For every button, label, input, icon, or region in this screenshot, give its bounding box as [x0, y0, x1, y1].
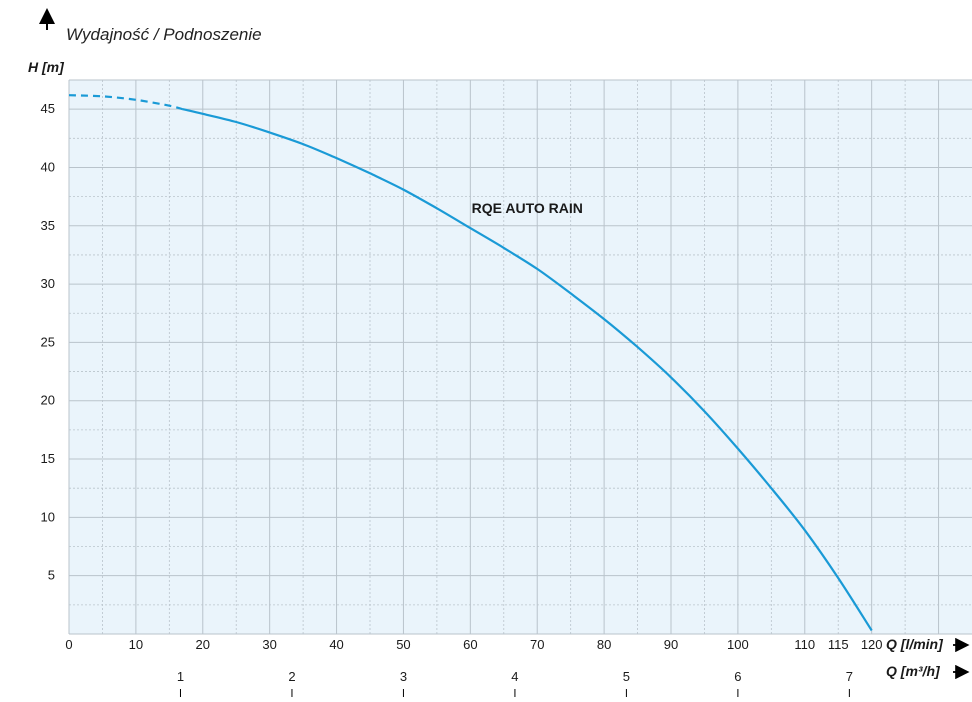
x-tick-label: 50 — [396, 637, 410, 652]
y-tick-label: 45 — [41, 101, 55, 116]
x-tick-label: 0 — [65, 637, 72, 652]
y-tick-label: 20 — [41, 393, 55, 408]
y-axis-label: H [m] — [28, 59, 65, 75]
plot-area — [69, 80, 972, 634]
series-label: RQE AUTO RAIN — [472, 200, 583, 216]
y-tick-label: 40 — [41, 159, 55, 174]
x-tick-label: 80 — [597, 637, 611, 652]
chart-title: Wydajność / Podnoszenie — [66, 25, 262, 44]
y-tick-label: 5 — [48, 568, 55, 583]
x-tick-label: 30 — [262, 637, 276, 652]
x-tick-label: 60 — [463, 637, 477, 652]
x-axis-ticks: 0 10 20 30 40 50 60 70 80 90 100 110 115 120 — [65, 637, 882, 652]
series-group: RQE AUTO RAIN — [68, 94, 873, 632]
y-tick-label: 10 — [41, 509, 55, 524]
secondary-x-tick-label: 2 — [288, 669, 295, 684]
secondary-x-axis-label: Q [m³/h] — [886, 663, 941, 679]
secondary-x-tick-label: 5 — [623, 669, 630, 684]
secondary-x-tick-label: 7 — [846, 669, 853, 684]
secondary-x-tick-label: 3 — [400, 669, 407, 684]
y-axis-ticks: 5 10 15 20 25 30 35 40 45 — [41, 101, 55, 583]
y-tick-label: 35 — [41, 218, 55, 233]
x-tick-label: 70 — [530, 637, 544, 652]
secondary-x-axis-ticks: 1 2 3 4 5 6 7 — [177, 669, 853, 697]
x-tick-label: 100 — [727, 637, 749, 652]
secondary-x-tick-label: 4 — [511, 669, 518, 684]
series-line — [182, 108, 873, 632]
x-tick-label: 115 — [828, 637, 849, 652]
x-tick-label: 20 — [196, 637, 210, 652]
y-tick-label: 25 — [41, 334, 55, 349]
y-tick-label: 15 — [41, 451, 55, 466]
major-grid — [68, 79, 972, 635]
y-tick-label: 30 — [41, 276, 55, 291]
x-axis-label: Q [l/min] — [886, 636, 944, 652]
x-tick-label: 120 — [861, 637, 883, 652]
secondary-x-tick-label: 6 — [734, 669, 741, 684]
x-tick-label: 110 — [794, 637, 815, 652]
x-tick-label: 10 — [129, 637, 143, 652]
x-tick-label: 40 — [329, 637, 343, 652]
x-tick-label: 90 — [664, 637, 678, 652]
secondary-x-tick-label: 1 — [177, 669, 184, 684]
